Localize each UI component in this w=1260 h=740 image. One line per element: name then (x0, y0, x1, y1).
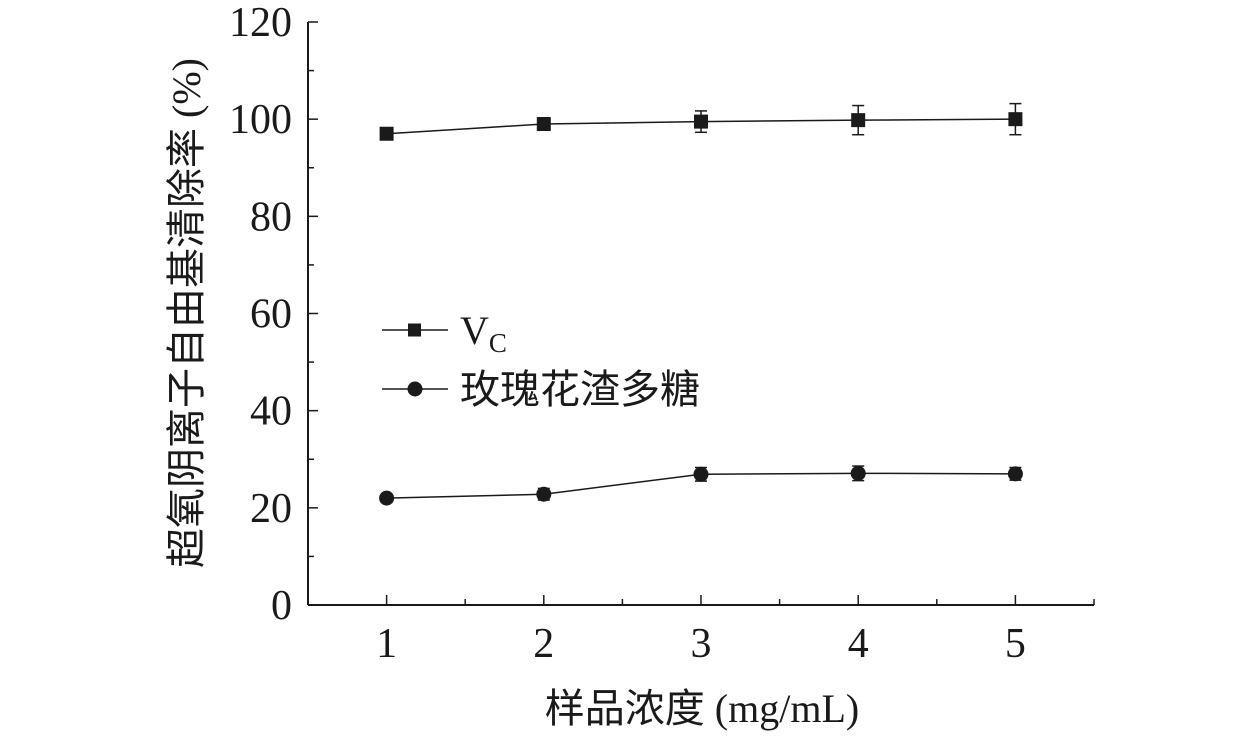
series (379, 102, 1023, 506)
legend-label-vc: VC (460, 308, 507, 358)
series-vc (379, 102, 1023, 141)
x-tick-label: 4 (848, 621, 869, 667)
y-tick-label: 120 (229, 0, 292, 46)
legend-marker-vc (408, 323, 421, 337)
data-point-square (851, 113, 866, 128)
y-axis-title: 超氧阴离子自由基清除率 (%) (164, 58, 209, 568)
x-axis-title: 样品浓度 (mg/mL) (545, 686, 859, 731)
data-point-circle (379, 490, 395, 506)
data-point-circle (536, 486, 552, 502)
data-point-square (1008, 112, 1023, 127)
axes (307, 21, 1095, 606)
tick-labels: 0 20 40 60 80 100 120 1 2 3 4 5 (229, 0, 1026, 667)
y-tick-label: 0 (271, 583, 292, 629)
series-polysaccharide (379, 465, 1023, 506)
y-tick-label: 60 (250, 292, 292, 338)
data-point-circle (850, 465, 866, 481)
legend-label-polysaccharide: 玫瑰花渣多糖 (460, 367, 700, 412)
data-point-circle (1007, 466, 1023, 482)
x-tick-label: 2 (533, 621, 554, 667)
x-tick-label: 1 (376, 621, 397, 667)
data-point-square (379, 126, 394, 141)
y-tick-label: 40 (250, 389, 292, 435)
data-point-square (536, 117, 551, 132)
y-tick-label: 100 (229, 97, 292, 143)
legend-label-vc-subscript: C (489, 328, 507, 358)
data-point-square (694, 114, 708, 129)
legend: VC 玫瑰花渣多糖 (382, 308, 700, 412)
legend-marker-polysaccharide (407, 381, 423, 397)
x-tick-label: 5 (1005, 621, 1026, 667)
y-tick-label: 80 (250, 194, 292, 240)
y-tick-label: 20 (250, 486, 292, 532)
data-point-circle (693, 466, 709, 482)
x-tick-label: 3 (691, 621, 712, 667)
